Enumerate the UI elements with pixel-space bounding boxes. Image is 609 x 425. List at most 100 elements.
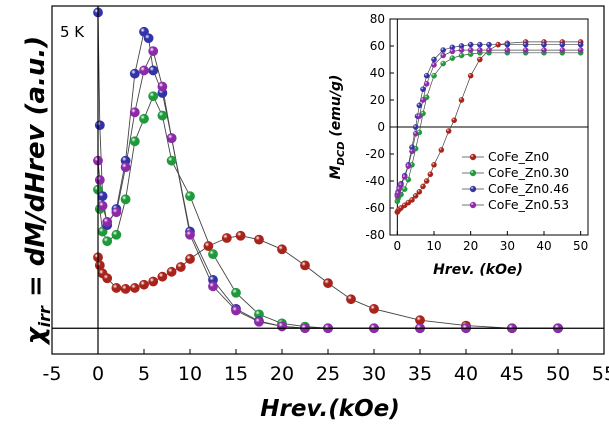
main-x-tick-label: 10 xyxy=(178,363,202,385)
legend-label: CoFe_Zn0.53 xyxy=(488,197,569,212)
main-data-point xyxy=(148,46,159,57)
inset-data-point xyxy=(504,47,511,53)
inset-data-point xyxy=(431,72,437,79)
inset-data-point xyxy=(423,178,430,184)
main-data-point xyxy=(185,254,195,264)
inset-y-tick-label: -20 xyxy=(365,147,385,161)
main-data-point xyxy=(120,162,131,173)
inset-y-axis-label-main: M xyxy=(328,165,344,179)
inset-x-tick-label: 50 xyxy=(573,239,588,253)
main-x-tick-label: 20 xyxy=(270,363,294,385)
main-x-tick-label: 15 xyxy=(224,363,248,385)
main-data-point xyxy=(94,175,105,185)
main-data-point xyxy=(203,241,214,251)
main-data-point xyxy=(175,262,186,272)
inset-data-point xyxy=(401,174,408,180)
inset-y-axis-label: MDCD (emu/g) xyxy=(328,75,347,180)
main-data-point xyxy=(129,68,140,79)
main-data-point xyxy=(208,281,218,292)
main-data-point xyxy=(185,229,195,240)
inset-data-point xyxy=(409,197,415,203)
inset-data-point xyxy=(431,56,437,63)
inset-data-point xyxy=(412,193,419,199)
inset-chart: 0 10 20 30 40 50 -80 -60 -40 -20 0 20 40 60 80 CoFe_Zn… xyxy=(328,12,589,278)
inset-data-point xyxy=(486,41,492,48)
main-data-point xyxy=(231,305,241,316)
legend-marker xyxy=(469,153,477,161)
inset-legend: CoFe_Zn0CoFe_Zn0.30CoFe_Zn0.46CoFe_Zn0.5… xyxy=(462,149,569,212)
inset-data-point xyxy=(577,47,584,53)
main-x-tick-label: 25 xyxy=(316,363,340,385)
main-x-tick-label: 50 xyxy=(546,363,570,385)
main-data-point xyxy=(129,107,140,118)
inset-data-point xyxy=(477,56,483,63)
inset-x-tick-label: 40 xyxy=(536,239,551,253)
inset-data-point xyxy=(577,41,584,48)
inset-y-tick-label: -80 xyxy=(365,228,385,242)
inset-data-point xyxy=(504,41,511,48)
main-data-point xyxy=(148,276,159,287)
main-data-point xyxy=(157,81,168,92)
inset-data-point xyxy=(416,102,423,109)
main-data-point xyxy=(323,278,333,289)
main-data-point xyxy=(102,273,113,284)
main-x-tick-label: 30 xyxy=(362,363,386,385)
main-data-point xyxy=(369,303,379,314)
inset-data-point xyxy=(423,81,430,87)
main-data-point xyxy=(300,260,310,271)
inset-y-tick-label: 20 xyxy=(370,93,385,107)
inset-x-tick-label: 10 xyxy=(426,239,441,253)
main-x-axis-label: Hrev.(kOe) xyxy=(260,396,400,422)
main-data-point xyxy=(97,191,108,202)
main-data-point xyxy=(139,113,149,124)
inset-data-point xyxy=(477,41,483,48)
inset-data-point xyxy=(458,52,465,59)
main-x-tick-label: 55 xyxy=(592,363,609,385)
main-data-point xyxy=(346,294,356,305)
legend-label: CoFe_Zn0 xyxy=(488,149,549,164)
legend-marker xyxy=(469,185,477,193)
main-data-point xyxy=(254,234,264,245)
inset-data-point xyxy=(420,97,426,103)
inset-y-tick-label: -60 xyxy=(365,201,385,215)
main-data-point xyxy=(235,230,246,241)
main-x-axis-label-text: Hrev.(kOe) xyxy=(260,396,400,422)
inset-data-point xyxy=(412,124,419,130)
main-y-axis-label: χirr = dM/dHrev (a.u.) xyxy=(21,36,54,346)
main-data-point xyxy=(102,216,113,227)
main-data-point xyxy=(143,33,154,44)
main-x-tick-label: 5 xyxy=(138,363,150,385)
main-data-point xyxy=(129,136,140,147)
inset-data-point xyxy=(427,171,434,178)
main-data-point xyxy=(97,200,108,211)
main-data-point xyxy=(129,283,140,293)
inset-data-point xyxy=(416,188,423,195)
main-data-point xyxy=(254,316,264,327)
main-data-point xyxy=(185,191,195,202)
inset-y-axis-label-unit: (emu/g) xyxy=(328,75,344,142)
inset-y-tick-label: 60 xyxy=(370,39,385,53)
main-data-point xyxy=(94,120,105,131)
main-data-point xyxy=(120,194,131,205)
main-data-point xyxy=(157,110,168,121)
inset-data-point xyxy=(541,41,547,48)
inset-data-point xyxy=(401,186,408,192)
main-x-tick-label: 40 xyxy=(454,363,478,385)
main-x-tick-label: 45 xyxy=(500,363,524,385)
inset-data-point xyxy=(398,182,404,188)
inset-data-point xyxy=(416,113,423,119)
inset-data-point xyxy=(559,41,566,48)
main-data-point xyxy=(111,283,122,293)
main-data-point xyxy=(157,271,168,282)
main-data-point xyxy=(221,233,232,243)
inset-y-tick-label: -40 xyxy=(365,174,385,188)
main-data-point xyxy=(148,91,159,102)
legend-label: CoFe_Zn0.46 xyxy=(488,181,569,196)
inset-data-point xyxy=(495,41,501,48)
legend-label: CoFe_Zn0.30 xyxy=(488,165,569,180)
main-data-point xyxy=(120,284,131,294)
main-y-axis-label-symbol: χ xyxy=(21,325,51,346)
inset-y-tick-label: 0 xyxy=(377,120,385,134)
inset-data-point xyxy=(440,60,446,67)
